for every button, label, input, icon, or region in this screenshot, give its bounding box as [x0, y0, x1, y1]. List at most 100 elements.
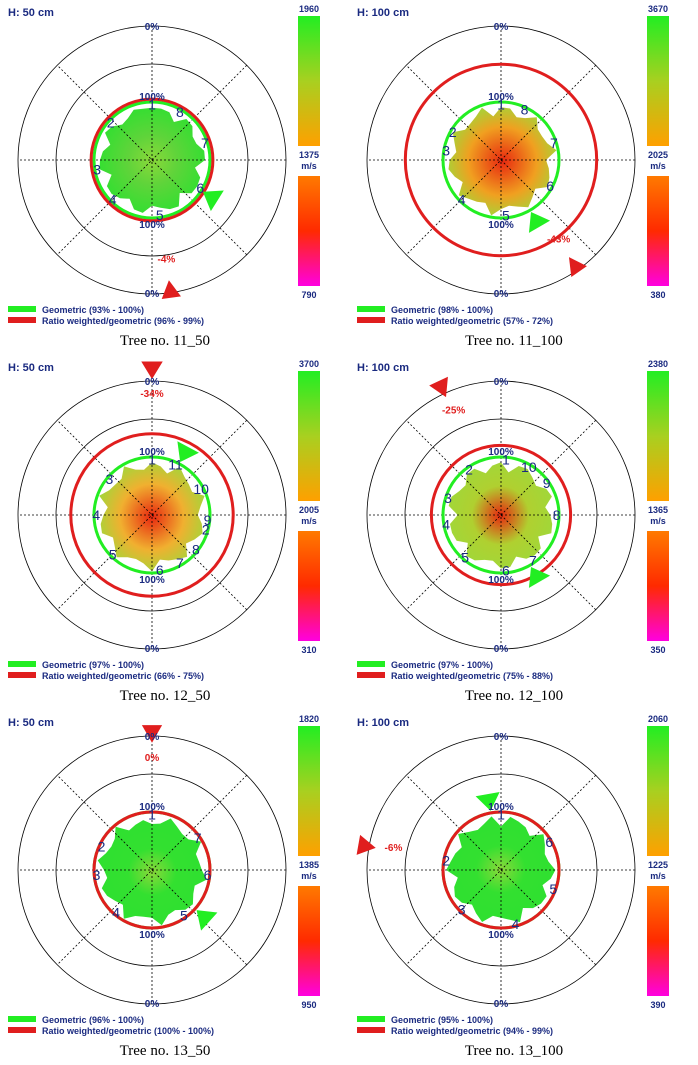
- colorbar-unit-label: m/s: [650, 516, 666, 526]
- panel-caption: Tree no. 13_50: [119, 1043, 211, 1059]
- colorbar-mid-label: 2005: [299, 505, 319, 515]
- sensor-label: 6: [545, 834, 553, 850]
- sensor-label: 3: [105, 471, 113, 487]
- sensor-label: 3: [93, 867, 101, 883]
- panel-caption: Tree no. 11_50: [119, 333, 211, 349]
- scale-label-inner-top: 100%: [139, 802, 165, 813]
- sensor-label: 1: [148, 451, 156, 467]
- height-label: H: 100 cm: [357, 717, 409, 729]
- sensor-label: 7: [550, 135, 558, 151]
- colorbar-mid-label: 1225: [648, 860, 668, 870]
- colorbar-unit-label: m/s: [301, 871, 317, 881]
- height-label: H: 50 cm: [8, 362, 54, 374]
- sensor-label: 8: [176, 104, 184, 120]
- tomogram-panel: -34% 1 3 4 5 6 7 8 2 9 10 11 0% 0% 100% 100% H: 50 cm 370…: [0, 355, 349, 710]
- ratio-ring: [69, 432, 235, 598]
- geometric-direction-arrow: [475, 792, 500, 811]
- grid-spoke: [56, 419, 248, 611]
- scale-label-outer-top: 0%: [494, 22, 509, 33]
- legend-geometric-text: Geometric (96% - 100%): [42, 1015, 144, 1025]
- ratio-change-label: -43%: [547, 234, 570, 245]
- sensor-label: 2: [98, 838, 106, 854]
- scale-label-inner-bottom: 100%: [488, 575, 514, 586]
- scale-label-outer-top: 0%: [494, 377, 509, 388]
- tomogram-plot: -4% 1 2 34 5 6 7 8 0% 0% 100% 100% H: 50 cm 1960 1375m…: [8, 4, 320, 326]
- legend-ratio-text: Ratio weighted/geometric (100% - 100%): [42, 1026, 214, 1036]
- legend-ratio-swatch: [357, 672, 385, 678]
- legend-geometric-text: Geometric (98% - 100%): [391, 305, 493, 315]
- ratio-change-label: -6%: [385, 843, 403, 854]
- sensor-label: 1: [502, 452, 510, 468]
- colorbar-max-label: 2380: [648, 359, 668, 369]
- colorbar-unit-label: m/s: [650, 161, 666, 171]
- ratio-direction-arrow: [429, 376, 448, 398]
- colorbar-min-label: 790: [301, 290, 316, 300]
- legend-ratio-swatch: [8, 1027, 36, 1033]
- colorbar-upper: [298, 371, 320, 501]
- grid-spoke: [56, 774, 248, 966]
- panel-caption: Tree no. 11_100: [465, 333, 563, 349]
- sensor-label: 5: [109, 546, 117, 562]
- geometric-direction-arrow: [177, 441, 199, 463]
- velocity-map: [99, 462, 205, 572]
- scale-label-outer-bottom: 0%: [145, 289, 160, 300]
- scale-label-inner-bottom: 100%: [488, 220, 514, 231]
- sensor-label: 6: [546, 178, 554, 194]
- scale-label-outer-bottom: 0%: [494, 644, 509, 655]
- sensor-label: 2: [465, 461, 473, 477]
- sensor-label: 3: [444, 490, 452, 506]
- grid-spoke: [56, 419, 248, 611]
- ratio-ring: [441, 810, 561, 930]
- legend-ratio-text: Ratio weighted/geometric (94% - 99%): [391, 1026, 553, 1036]
- ratio-direction-arrow: [356, 834, 376, 855]
- sensor-label: 6: [156, 562, 164, 578]
- sensor-label: 5: [461, 550, 469, 566]
- sensor-label: 1: [148, 806, 156, 822]
- scale-label-outer-top: 0%: [145, 732, 160, 743]
- ratio-ring: [429, 443, 573, 587]
- scale-label-outer-bottom: 0%: [145, 999, 160, 1010]
- panel-caption: Tree no. 13_100: [464, 1043, 564, 1059]
- colorbar-mid-label: 1385: [299, 860, 319, 870]
- colorbar-lower: [647, 531, 669, 641]
- colorbar-upper: [647, 371, 669, 501]
- scale-label-inner-bottom: 100%: [139, 930, 165, 941]
- sensor-label: 3: [93, 162, 101, 178]
- sensor-label: 10: [193, 481, 209, 497]
- sensor-label: 4: [442, 517, 450, 533]
- legend-ratio-text: Ratio weighted/geometric (75% - 88%): [391, 671, 553, 681]
- colorbar-max-label: 3670: [648, 4, 668, 14]
- colorbar-upper: [647, 16, 669, 146]
- geometric-ring: [92, 455, 212, 575]
- colorbar-lower: [647, 176, 669, 286]
- geometric-ring: [441, 100, 561, 220]
- colorbar-upper: [298, 16, 320, 146]
- colorbar-lower: [298, 176, 320, 286]
- sensor-label: 2: [107, 115, 115, 131]
- tomogram-plot: -6% 1 2 3 4 5 6 0% 0% 100% 100% H: 100 cm 2060 1225m/…: [356, 714, 669, 1036]
- scale-label-outer-bottom: 0%: [494, 999, 509, 1010]
- geometric-ring: [92, 100, 212, 220]
- colorbar-mid-label: 1375: [299, 150, 319, 160]
- velocity-map: [97, 818, 207, 926]
- legend-ratio-text: Ratio weighted/geometric (57% - 72%): [391, 316, 553, 326]
- colorbar-max-label: 1960: [299, 4, 319, 14]
- colorbar-upper: [298, 726, 320, 856]
- scale-label-inner-top: 100%: [488, 802, 514, 813]
- grid-spoke: [405, 64, 597, 256]
- scale-label-inner-top: 100%: [488, 92, 514, 103]
- legend-geometric-swatch: [8, 306, 36, 312]
- scale-label-outer-top: 0%: [494, 732, 509, 743]
- sensor-label: 4: [512, 916, 520, 932]
- height-label: H: 100 cm: [357, 7, 409, 19]
- sensor-label: 2: [449, 124, 457, 140]
- colorbar-min-label: 390: [650, 1000, 665, 1010]
- colorbar-min-label: 380: [650, 290, 665, 300]
- scale-label-inner-bottom: 100%: [139, 220, 165, 231]
- colorbar-unit-label: m/s: [301, 516, 317, 526]
- ratio-direction-arrow: [141, 361, 163, 380]
- sensor-label: 5: [502, 207, 510, 223]
- grid-spoke: [56, 64, 248, 256]
- sensor-label: 6: [204, 867, 212, 883]
- height-label: H: 50 cm: [8, 717, 54, 729]
